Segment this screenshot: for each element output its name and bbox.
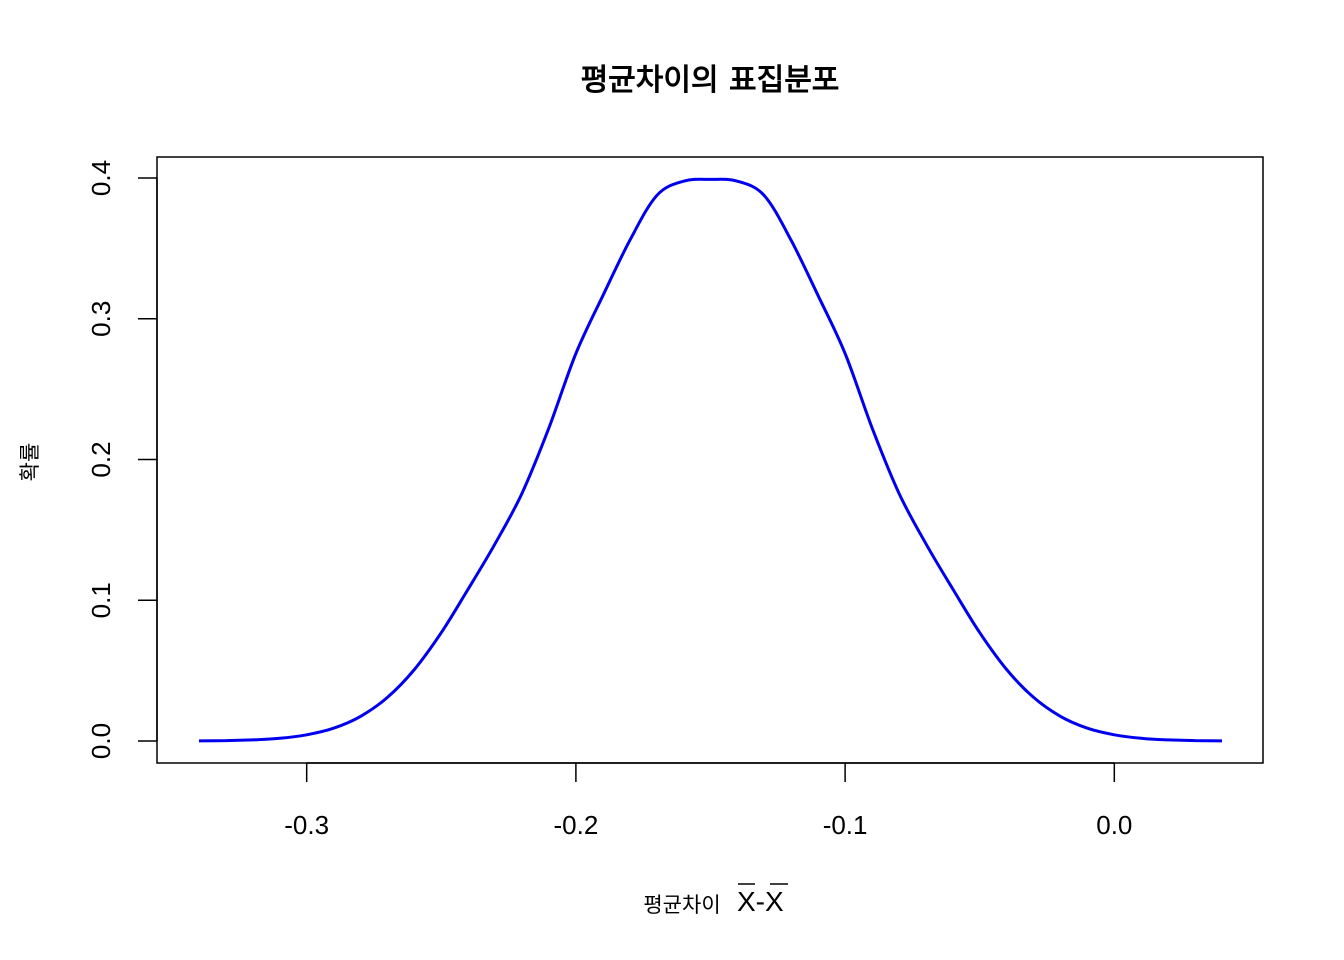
plot-frame — [156, 156, 1264, 764]
y-axis: 0.0 0.1 0.2 0.3 0.4 — [86, 160, 158, 759]
y-tick-label: 0.0 — [86, 723, 116, 759]
x-axis: -0.3 -0.2 -0.1 0.0 — [284, 762, 1132, 840]
x-axis-label-math: X-X — [737, 886, 784, 917]
y-tick-label: 0.2 — [86, 441, 116, 477]
x-tick-label: -0.2 — [553, 810, 598, 840]
density-curve — [198, 177, 1223, 743]
x-axis-label: 평균차이 X-X — [643, 883, 788, 917]
y-axis-label: 확률 — [18, 443, 42, 482]
x-axis-label-text: 평균차이 — [643, 893, 720, 917]
chart-title: 평균차이의 표집분포 — [581, 63, 840, 98]
x-tick-label: 0.0 — [1096, 810, 1132, 840]
x-tick-label: -0.1 — [823, 810, 868, 840]
y-tick-label: 0.4 — [86, 160, 116, 196]
x-tick-label: -0.3 — [284, 810, 329, 840]
y-tick-label: 0.3 — [86, 301, 116, 337]
y-tick-label: 0.1 — [86, 582, 116, 618]
